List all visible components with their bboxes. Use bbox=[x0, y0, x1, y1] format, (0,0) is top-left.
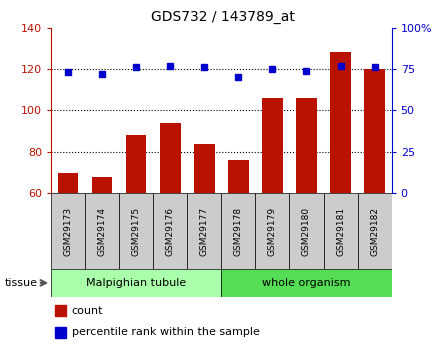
Text: GSM29174: GSM29174 bbox=[98, 207, 107, 256]
Bar bbox=[160, 123, 181, 193]
Bar bbox=[296, 98, 317, 193]
Bar bbox=[55, 327, 66, 338]
Text: GSM29173: GSM29173 bbox=[64, 207, 73, 256]
Text: GSM29181: GSM29181 bbox=[336, 207, 345, 256]
Bar bbox=[262, 98, 283, 193]
Text: GSM29179: GSM29179 bbox=[268, 207, 277, 256]
FancyBboxPatch shape bbox=[153, 193, 187, 269]
Text: whole organism: whole organism bbox=[262, 278, 351, 288]
Text: percentile rank within the sample: percentile rank within the sample bbox=[72, 327, 259, 337]
FancyBboxPatch shape bbox=[51, 269, 222, 297]
Text: GSM29180: GSM29180 bbox=[302, 207, 311, 256]
Bar bbox=[194, 144, 214, 193]
Text: Malpighian tubule: Malpighian tubule bbox=[86, 278, 186, 288]
Text: GSM29176: GSM29176 bbox=[166, 207, 175, 256]
Text: GSM29177: GSM29177 bbox=[200, 207, 209, 256]
Text: GSM29175: GSM29175 bbox=[132, 207, 141, 256]
Text: GSM29182: GSM29182 bbox=[370, 207, 379, 256]
FancyBboxPatch shape bbox=[324, 193, 358, 269]
FancyBboxPatch shape bbox=[358, 193, 392, 269]
FancyBboxPatch shape bbox=[85, 193, 119, 269]
FancyBboxPatch shape bbox=[222, 193, 255, 269]
Bar bbox=[58, 172, 78, 193]
Text: count: count bbox=[72, 306, 103, 316]
Text: tissue: tissue bbox=[4, 278, 37, 288]
FancyBboxPatch shape bbox=[187, 193, 222, 269]
FancyBboxPatch shape bbox=[222, 269, 392, 297]
Bar bbox=[330, 52, 351, 193]
Bar bbox=[228, 160, 249, 193]
Bar bbox=[364, 69, 385, 193]
FancyBboxPatch shape bbox=[255, 193, 290, 269]
FancyBboxPatch shape bbox=[51, 193, 85, 269]
FancyBboxPatch shape bbox=[290, 193, 324, 269]
Text: GDS732 / 143789_at: GDS732 / 143789_at bbox=[150, 10, 295, 24]
Bar bbox=[55, 305, 66, 316]
Text: GSM29178: GSM29178 bbox=[234, 207, 243, 256]
Bar bbox=[126, 135, 146, 193]
FancyBboxPatch shape bbox=[119, 193, 153, 269]
Bar bbox=[92, 177, 113, 193]
